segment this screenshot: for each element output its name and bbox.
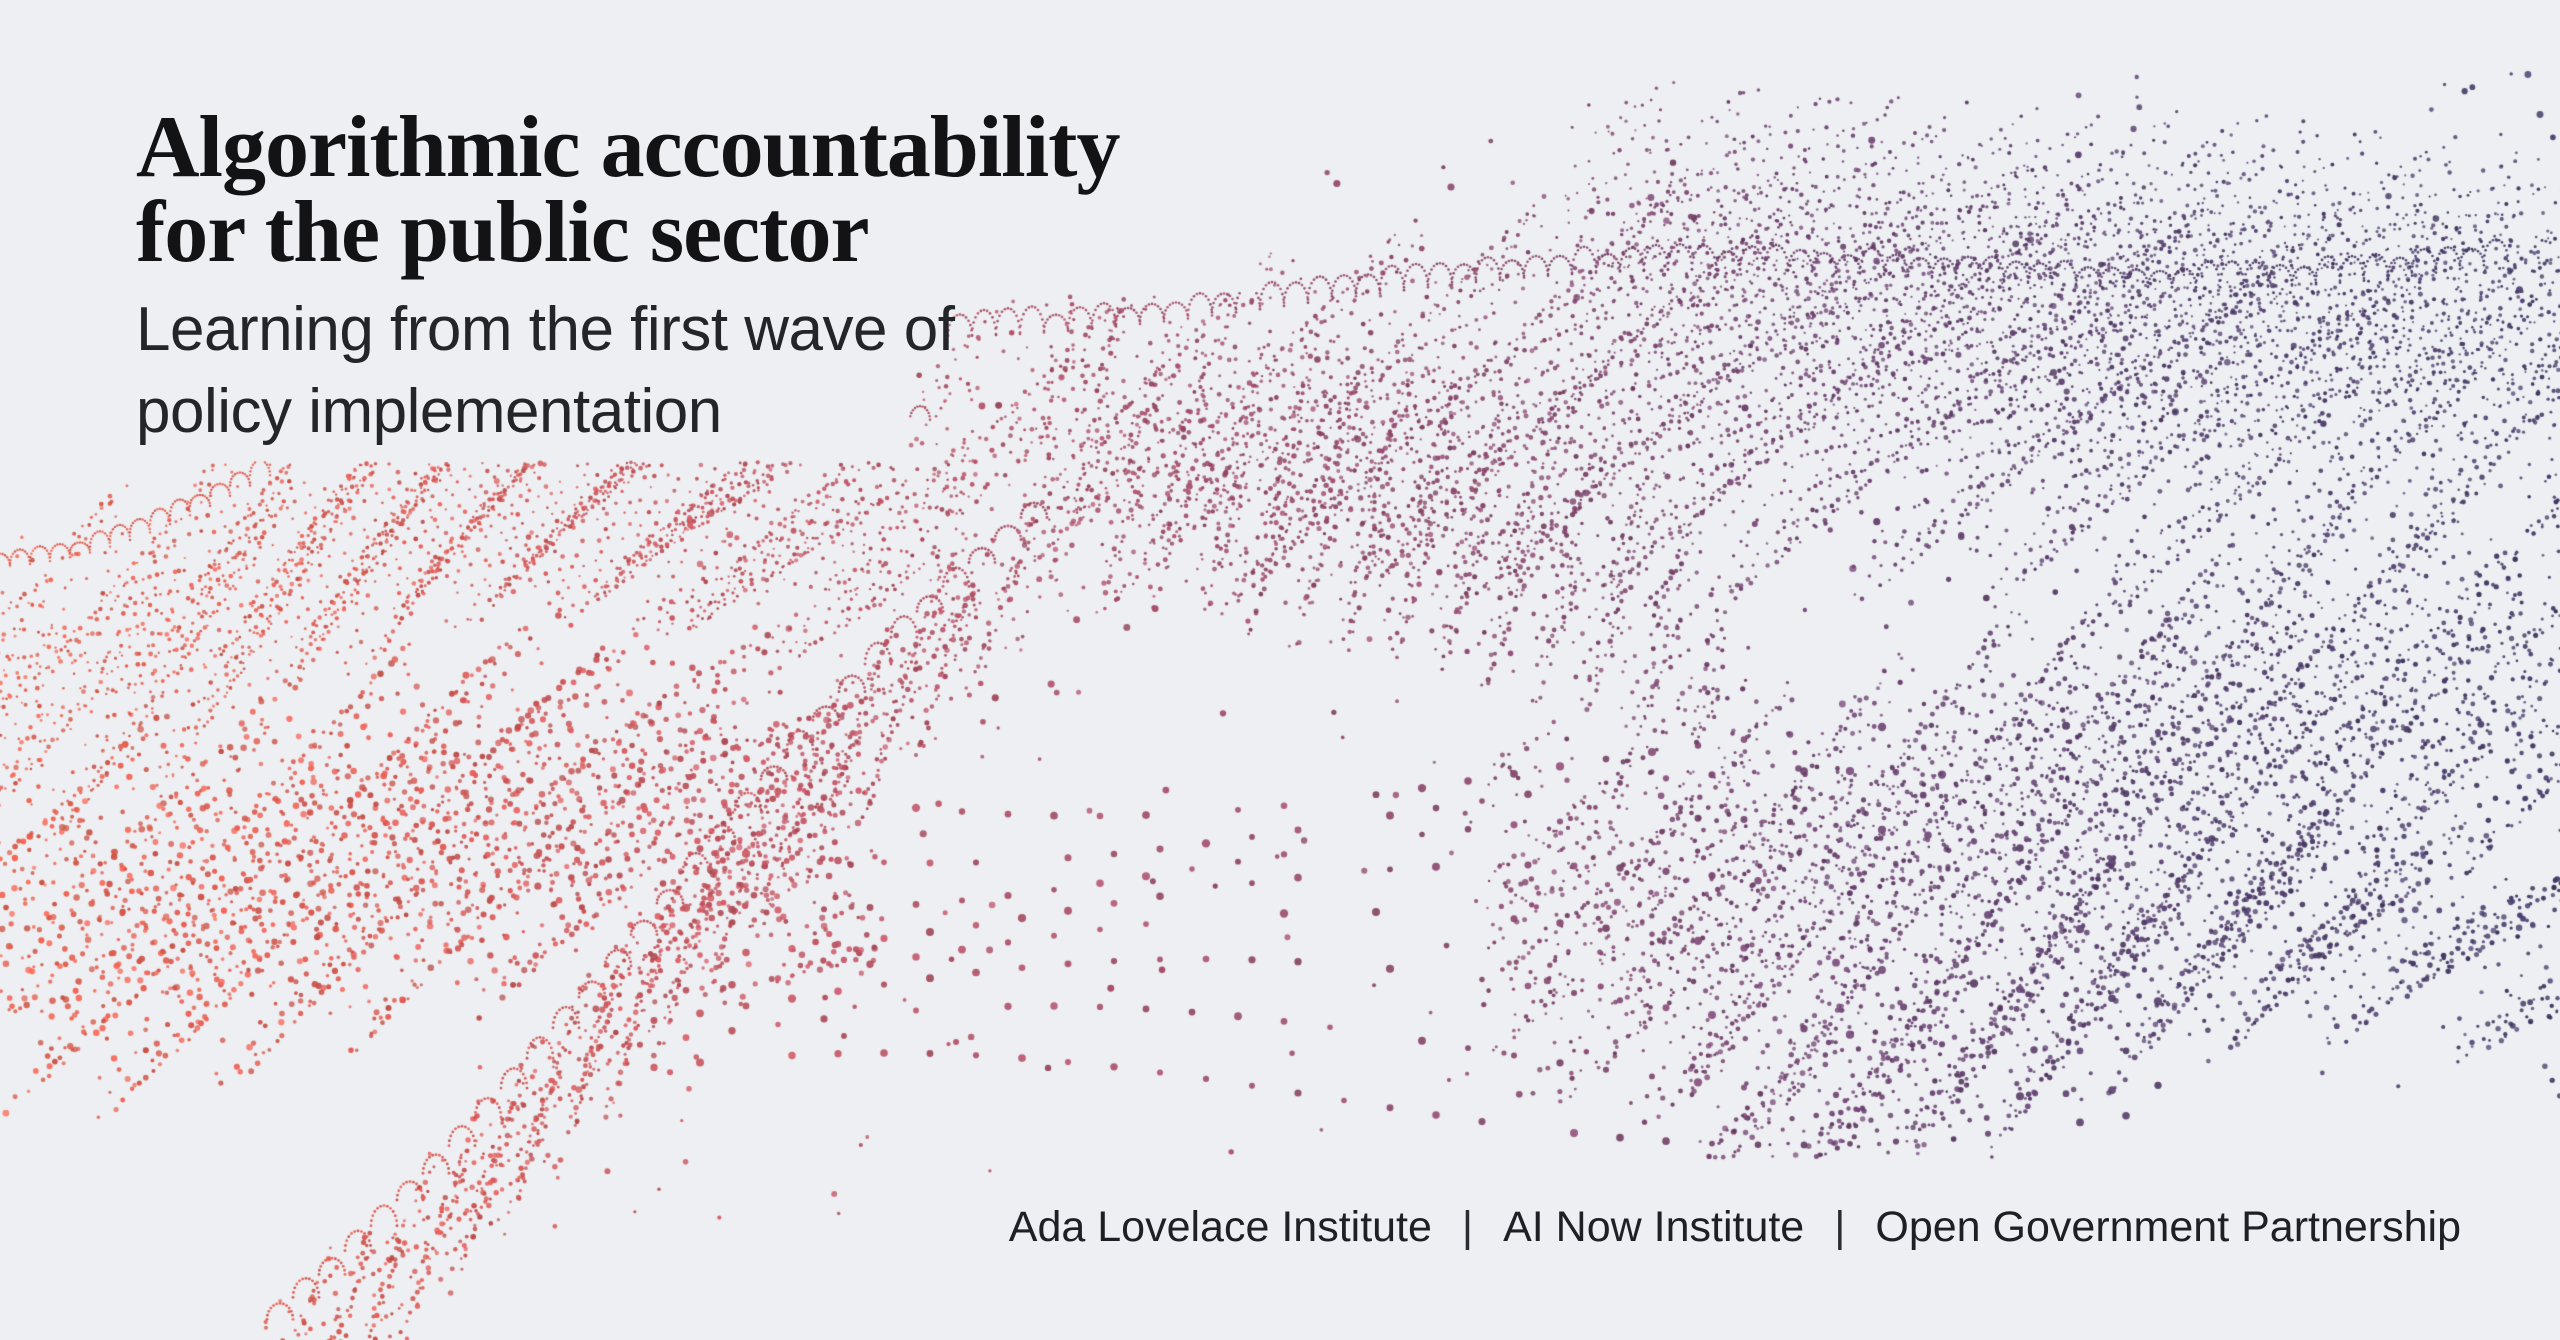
publishers-line: Ada Lovelace Institute | AI Now Institut… <box>1009 1203 2461 1252</box>
publisher-ada-lovelace-institute: Ada Lovelace Institute <box>1008 1203 1432 1251</box>
separator: | <box>1834 1203 1846 1251</box>
title-line-2: for the public sector <box>136 184 870 282</box>
publisher-ai-now-institute: AI Now Institute <box>1503 1203 1805 1251</box>
subtitle-line-1: Learning from the first wave of <box>136 295 955 364</box>
page-subtitle: Learning from the first wave of policy i… <box>136 289 955 453</box>
page-title: Algorithmic accountability for the publi… <box>136 99 1120 282</box>
publisher-open-government-partnership: Open Government Partnership <box>1875 1203 2461 1251</box>
subtitle-line-2: policy implementation <box>136 377 722 446</box>
title-line-1: Algorithmic accountability <box>136 99 1120 196</box>
separator: | <box>1461 1203 1474 1251</box>
